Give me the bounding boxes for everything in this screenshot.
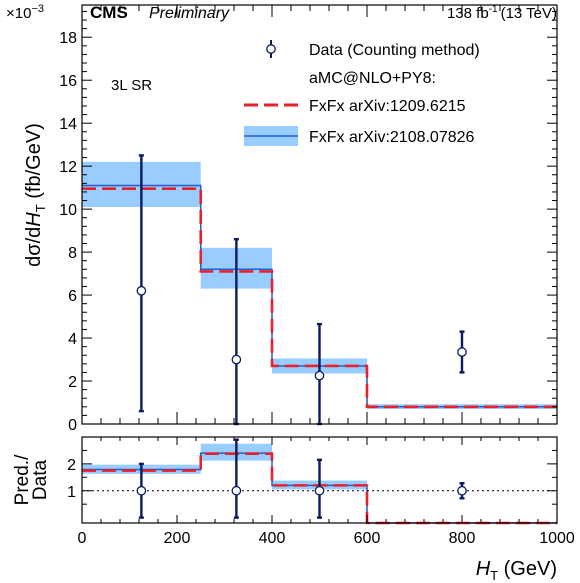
main-data-point-4: [457, 347, 467, 357]
main-data-point-3: [314, 370, 325, 381]
main-y-axis-title: dσ/dHT (fb/GeV): [23, 123, 48, 267]
x-tick-label: 200: [164, 530, 191, 547]
main-red-prediction-line: [82, 187, 557, 409]
ratio-data-point-1: [136, 485, 147, 496]
main-y-tick-label: 4: [68, 331, 77, 348]
main-data-point-2: [231, 354, 242, 365]
legend-blue-label: FxFx arXiv:2108.07826: [309, 129, 475, 146]
x-tick-label: 0: [78, 530, 87, 547]
main-panel-frame: [81, 4, 558, 425]
x-axis-title: HT (GeV): [476, 558, 557, 583]
legend-red-label: FxFx arXiv:1209.6215: [309, 98, 466, 115]
preliminary-label: Preliminary: [149, 5, 230, 22]
main-y-tick-label: 2: [68, 374, 77, 391]
main-y-tick-label: 10: [59, 202, 77, 219]
exponent-label: ×10−3: [6, 3, 44, 22]
legend-generator-label: aMC@NLO+PY8:: [309, 70, 436, 87]
main-y-tick-label: 6: [68, 288, 77, 305]
ratio-y-axis-title-line2: Data: [30, 460, 51, 501]
legend: Data (Counting method) aMC@NLO+PY8: FxFx…: [244, 40, 480, 146]
x-tick-label: 800: [449, 530, 476, 547]
signal-region-label: 3L SR: [111, 77, 152, 94]
ratio-panel-frame: [81, 436, 558, 524]
main-y-tick-label: 12: [59, 159, 77, 176]
ratio-y-tick-label: 2: [67, 457, 76, 474]
cms-label: CMS: [90, 3, 128, 22]
ratio-data-point-2: [231, 485, 242, 496]
main-y-tick-label: 16: [59, 73, 77, 90]
x-tick-label: 400: [259, 530, 286, 547]
legend-data-label: Data (Counting method): [309, 42, 480, 59]
x-tick-label: 1000: [539, 530, 575, 547]
ratio-data-point-3: [314, 485, 325, 496]
legend-data-marker: [266, 40, 276, 58]
x-tick-label: 600: [354, 530, 381, 547]
luminosity-label: 138 fb-1 (13 TeV): [447, 4, 557, 22]
main-y-tick-label: 8: [68, 245, 77, 262]
ratio-y-tick-label: 1: [67, 484, 76, 501]
data-points-layer: [136, 154, 467, 519]
main-y-tick-label: 0: [68, 417, 77, 434]
ratio-y-axis-title-line1: Pred./: [12, 454, 33, 505]
ratio-data-point-4: [457, 485, 467, 496]
main-y-tick-label: 14: [59, 116, 77, 133]
main-y-tick-label: 18: [59, 30, 77, 47]
main-data-point-1: [136, 285, 147, 296]
